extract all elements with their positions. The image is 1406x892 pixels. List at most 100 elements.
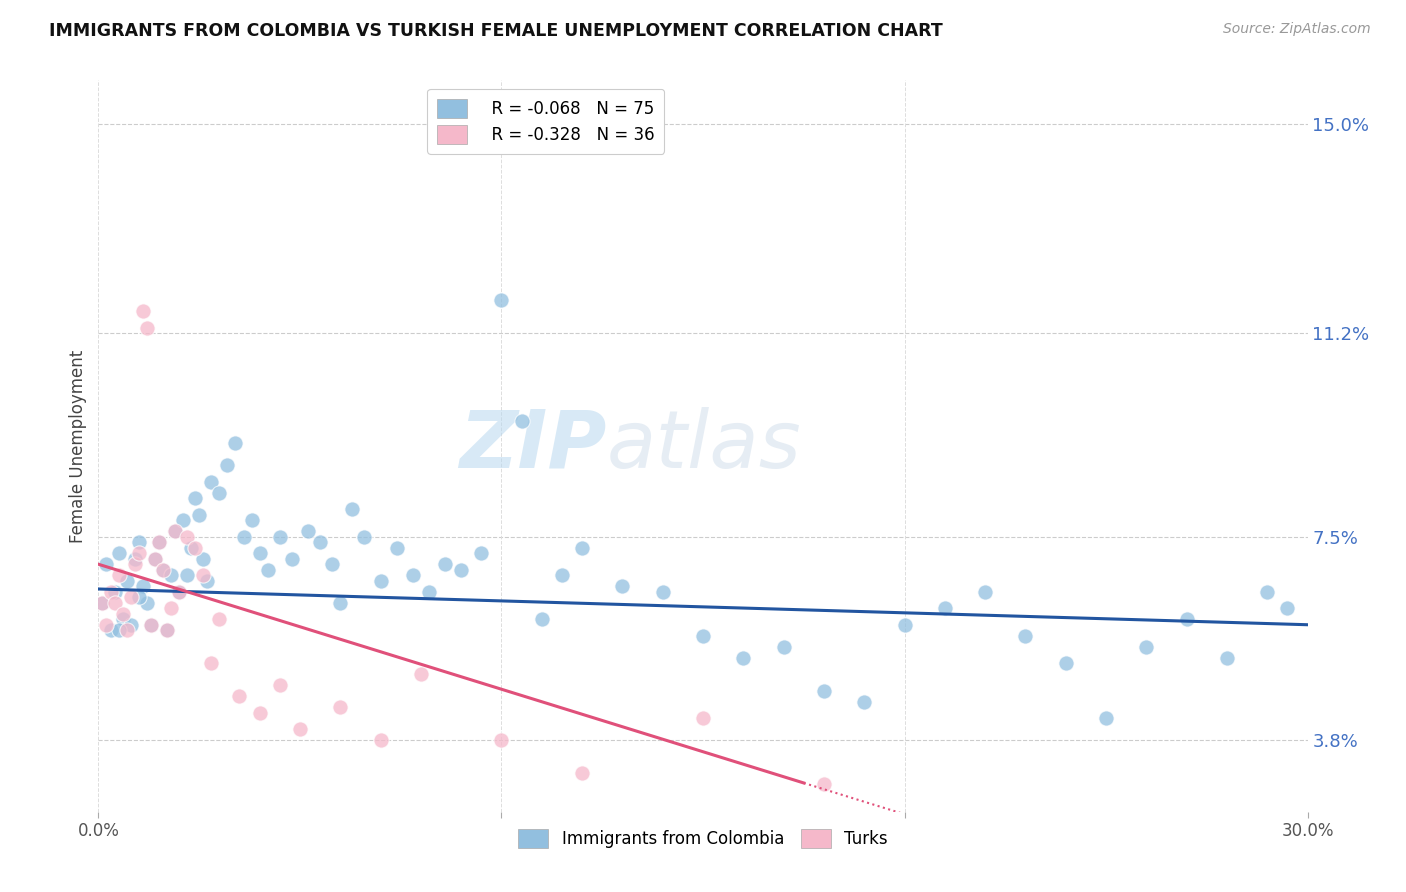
Point (232, 530, 254, 544)
Point (100, 584, 122, 599)
Point (163, 524, 186, 539)
Point (692, 629, 714, 643)
Point (184, 491, 207, 506)
Point (135, 596, 157, 610)
Point (893, 617, 915, 632)
Point (124, 551, 146, 566)
Point (167, 584, 190, 599)
Point (1277, 601, 1299, 615)
Point (224, 436, 246, 450)
Text: atlas: atlas (606, 407, 801, 485)
Point (111, 607, 134, 621)
Point (491, 293, 513, 308)
Point (200, 475, 222, 489)
Point (692, 711, 714, 725)
Point (188, 508, 211, 522)
Point (152, 563, 174, 577)
Point (530, 612, 553, 626)
Point (329, 596, 352, 610)
Point (139, 617, 162, 632)
Point (353, 530, 375, 544)
Point (418, 584, 440, 599)
Point (128, 546, 150, 560)
Point (103, 584, 125, 599)
Text: IMMIGRANTS FROM COLOMBIA VS TURKISH FEMALE UNEMPLOYMENT CORRELATION CHART: IMMIGRANTS FROM COLOMBIA VS TURKISH FEMA… (49, 22, 943, 40)
Point (1256, 584, 1278, 599)
Point (470, 546, 492, 560)
Point (1095, 711, 1118, 725)
Point (208, 612, 231, 626)
Point (297, 524, 319, 539)
Point (402, 568, 425, 582)
Point (612, 579, 634, 593)
Point (1135, 640, 1157, 654)
Point (651, 584, 673, 599)
Point (143, 551, 166, 566)
Point (115, 574, 138, 588)
Point (115, 624, 138, 638)
Point (813, 777, 835, 791)
Point (269, 530, 291, 544)
Point (195, 574, 218, 588)
Point (172, 513, 194, 527)
Point (256, 563, 278, 577)
Point (269, 678, 291, 692)
Point (249, 706, 271, 720)
Point (321, 558, 343, 572)
Point (813, 683, 835, 698)
Point (91, 596, 114, 610)
Point (100, 624, 122, 638)
Point (974, 584, 997, 599)
Point (491, 733, 513, 747)
Point (96, 558, 118, 572)
Point (152, 563, 174, 577)
Text: ZIP: ZIP (458, 407, 606, 485)
Point (156, 624, 179, 638)
Point (571, 541, 593, 555)
Point (571, 766, 593, 780)
Point (163, 524, 186, 539)
Point (128, 591, 150, 605)
Point (132, 579, 155, 593)
Point (193, 568, 215, 582)
Point (450, 563, 472, 577)
Point (135, 320, 157, 334)
Point (120, 617, 142, 632)
Point (143, 551, 166, 566)
Point (184, 541, 207, 555)
Point (309, 535, 332, 549)
Y-axis label: Female Unemployment: Female Unemployment (69, 350, 87, 542)
Point (329, 700, 352, 714)
Point (1054, 657, 1077, 671)
Point (409, 667, 432, 681)
Point (91, 596, 114, 610)
Point (176, 530, 198, 544)
Point (1216, 650, 1239, 665)
Point (107, 624, 129, 638)
Point (288, 723, 311, 737)
Legend: Immigrants from Colombia, Turks: Immigrants from Colombia, Turks (512, 822, 894, 855)
Point (1014, 629, 1036, 643)
Point (193, 551, 215, 566)
Point (148, 535, 170, 549)
Point (772, 640, 794, 654)
Point (132, 304, 155, 318)
Point (551, 568, 574, 582)
Point (370, 733, 392, 747)
Point (139, 617, 162, 632)
Point (228, 690, 250, 704)
Point (249, 546, 271, 560)
Point (281, 551, 304, 566)
Point (156, 624, 179, 638)
Text: Source: ZipAtlas.com: Source: ZipAtlas.com (1223, 22, 1371, 37)
Point (853, 695, 876, 709)
Point (217, 458, 239, 473)
Point (200, 657, 222, 671)
Point (96, 617, 118, 632)
Point (385, 541, 408, 555)
Point (111, 612, 134, 626)
Point (434, 558, 457, 572)
Point (107, 568, 129, 582)
Point (370, 574, 392, 588)
Point (160, 568, 183, 582)
